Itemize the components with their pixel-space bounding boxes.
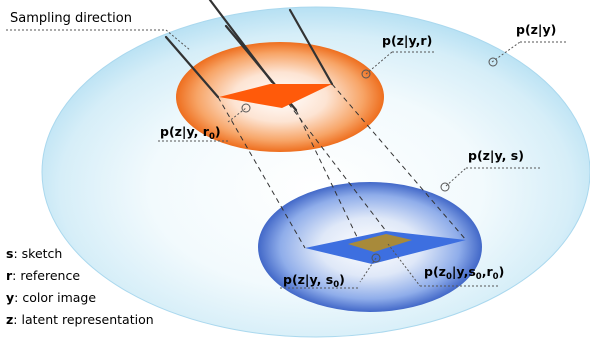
- label-p-z0-given-y-s0-r0: p(z0|y,s0,r0): [424, 264, 504, 282]
- sampling-direction-label: Sampling direction: [10, 11, 132, 26]
- legend-item-s: s: sketch: [6, 246, 62, 261]
- legend-item-z: z: latent representation: [6, 312, 154, 327]
- reference-region-diamond: [219, 84, 332, 108]
- label-p-z-given-y-s: p(z|y, s): [468, 148, 524, 163]
- label-p-z-given-y: p(z|y): [516, 22, 556, 37]
- label-p-z-given-y-r: p(z|y,r): [382, 33, 432, 48]
- legend-item-y: y: color image: [6, 290, 96, 305]
- legend: s: sketch r: reference y: color image z:…: [6, 246, 154, 327]
- label-p-z-given-y-r0: p(z|y, r0): [160, 124, 221, 142]
- overlap-region-diamond: [348, 234, 412, 252]
- projection-lines: [217, 81, 467, 265]
- leader-circles: [241, 57, 498, 263]
- label-p-z-given-y-s0: p(z|y, s0): [283, 272, 345, 290]
- legend-item-r: r: reference: [6, 268, 80, 283]
- leader-lines: [6, 29, 568, 289]
